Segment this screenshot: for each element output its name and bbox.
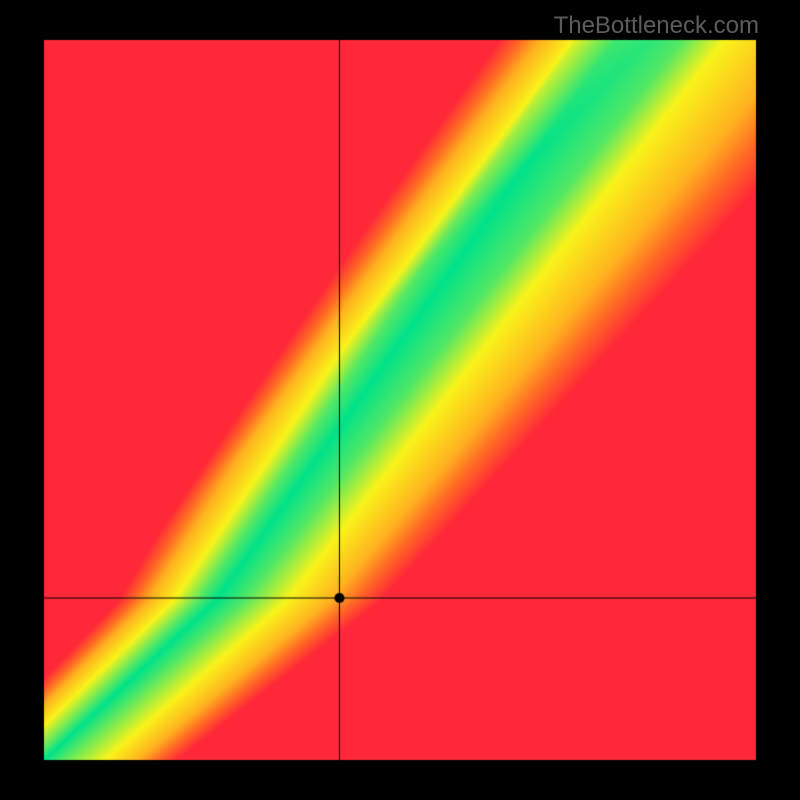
bottleneck-heatmap [0,0,800,800]
watermark-text: TheBottleneck.com [554,12,759,40]
chart-stage: TheBottleneck.com [0,0,800,800]
